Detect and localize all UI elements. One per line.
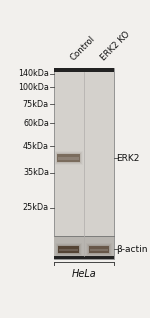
Bar	[88, 245, 110, 254]
Bar	[56, 243, 82, 256]
Text: 140kDa: 140kDa	[18, 69, 49, 78]
Text: 75kDa: 75kDa	[23, 100, 49, 109]
Bar	[59, 249, 78, 252]
Bar	[54, 151, 83, 165]
Bar	[58, 157, 79, 160]
Bar	[56, 153, 81, 163]
Bar	[90, 249, 108, 252]
Bar	[56, 152, 82, 164]
Text: HeLa: HeLa	[71, 269, 96, 279]
Text: Control: Control	[69, 34, 97, 63]
Bar	[55, 151, 83, 165]
Bar	[54, 237, 114, 259]
Text: 60kDa: 60kDa	[23, 119, 49, 128]
Bar	[56, 244, 81, 255]
Bar	[56, 243, 82, 256]
Bar	[57, 154, 80, 162]
Text: ERK2: ERK2	[116, 154, 140, 162]
Bar	[86, 243, 112, 256]
Bar	[87, 244, 111, 255]
Text: 35kDa: 35kDa	[23, 168, 49, 177]
Text: ERK2 KO: ERK2 KO	[99, 30, 132, 63]
Bar	[87, 244, 111, 255]
Bar	[57, 244, 81, 255]
Text: 45kDa: 45kDa	[23, 142, 49, 151]
Text: 100kDa: 100kDa	[18, 83, 49, 92]
Bar	[57, 245, 80, 254]
Bar	[54, 67, 114, 259]
Bar	[88, 245, 110, 254]
Bar	[86, 243, 112, 256]
Text: 25kDa: 25kDa	[23, 203, 49, 212]
Bar	[58, 245, 80, 254]
Bar	[88, 245, 110, 253]
Bar	[55, 152, 82, 164]
Bar	[54, 67, 114, 72]
Bar	[58, 245, 79, 253]
Bar	[57, 153, 81, 163]
Bar	[54, 256, 114, 259]
Text: β-actin: β-actin	[116, 245, 148, 254]
